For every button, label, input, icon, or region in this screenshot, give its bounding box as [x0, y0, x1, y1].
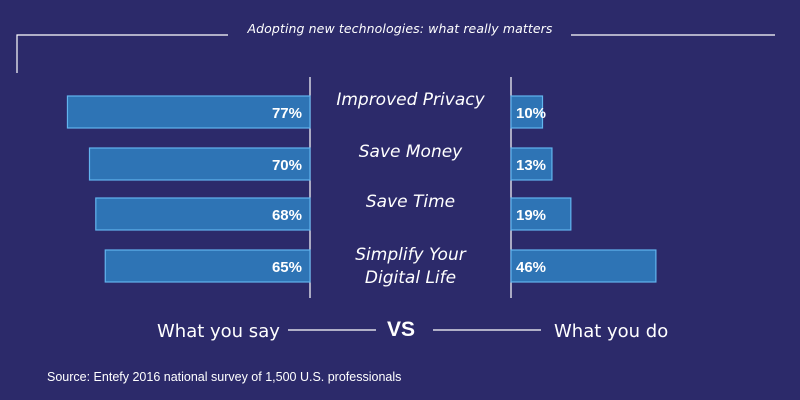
- do-value-label: 13%: [516, 157, 546, 174]
- do-value-label: 46%: [516, 259, 546, 276]
- do-bar: [510, 197, 572, 231]
- say-value-label: 68%: [272, 207, 302, 224]
- category-label: Save Money: [359, 142, 463, 162]
- left-axis-label: What you say: [157, 321, 280, 342]
- say-bar: [66, 95, 311, 129]
- do-bar: [510, 249, 657, 283]
- say-value-label: 77%: [272, 105, 302, 122]
- say-bar: [104, 249, 311, 283]
- chart-title: Adopting new technologies: what really m…: [247, 21, 553, 36]
- vs-label: VS: [386, 318, 415, 341]
- do-value-label: 10%: [516, 105, 546, 122]
- say-bar: [88, 147, 311, 181]
- say-value-label: 70%: [272, 157, 302, 174]
- say-value-label: 65%: [272, 259, 302, 276]
- do-bar: [510, 95, 544, 129]
- right-axis-label: What you do: [554, 321, 669, 342]
- do-value-label: 19%: [516, 207, 546, 224]
- category-label: Simplify Your Digital Life: [355, 245, 466, 288]
- do-bar: [510, 147, 553, 181]
- category-label: Improved Privacy: [336, 90, 485, 110]
- title-frame-left: [16, 34, 228, 73]
- category-label: Save Time: [366, 192, 455, 212]
- say-bar: [95, 197, 311, 231]
- source-note: Source: Entefy 2016 national survey of 1…: [47, 370, 402, 384]
